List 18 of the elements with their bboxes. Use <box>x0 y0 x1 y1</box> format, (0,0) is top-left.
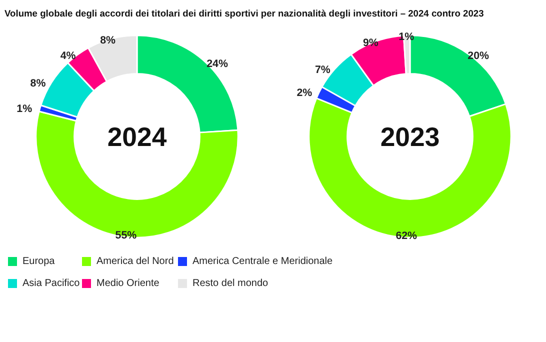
legend-label: Medio Oriente <box>96 278 160 289</box>
data-label: 4% <box>60 50 76 62</box>
data-label: 20% <box>468 50 490 62</box>
data-label: 7% <box>314 64 331 76</box>
text: 2024 <box>107 122 167 152</box>
legend-label: Asia Pacifico <box>22 278 80 289</box>
data-label: 8% <box>100 34 116 46</box>
legend-label: America del Nord <box>96 256 174 267</box>
legend-label: Resto del mondo <box>192 278 269 289</box>
legend-label: America Centrale e Meridionale <box>192 256 333 267</box>
data-label: 1% <box>398 31 415 44</box>
data-label: 8% <box>30 77 46 90</box>
data-label: 24% <box>206 58 228 70</box>
legend-label: Europa <box>22 256 56 267</box>
data-label: 1% <box>16 102 33 115</box>
text: 2023 <box>380 122 440 152</box>
data-label: 2% <box>296 87 313 100</box>
chart-title: Volume globale degli accordi dei titolari dei diritti sportivi per nazionalità degli investitori – 2024 contro 2023 <box>4 8 484 18</box>
